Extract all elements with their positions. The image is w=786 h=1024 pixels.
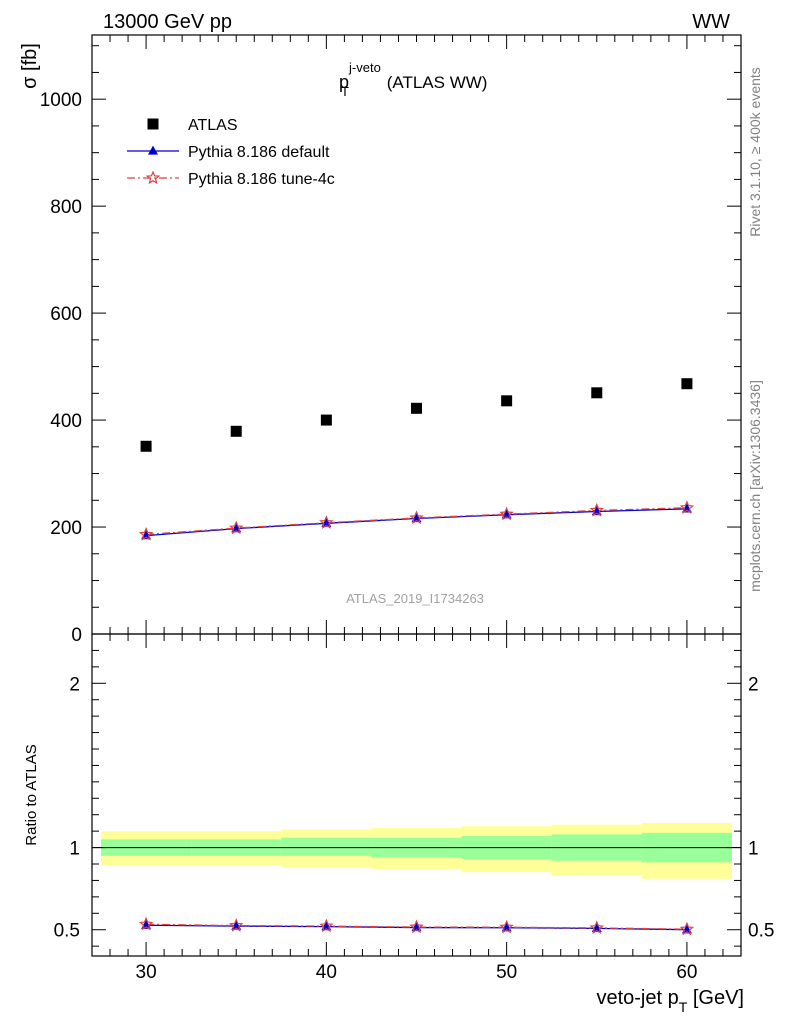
ratio-y-tick-label-right: 2: [748, 674, 759, 695]
x-tick-label: 60: [676, 962, 697, 983]
pythia-tune4c-point: [138, 526, 154, 541]
plot-title-rest: (ATLAS WW): [382, 73, 487, 92]
ratio-plot-frame: [91, 633, 742, 957]
atlas-data-point: [501, 395, 513, 407]
main-y-tick-label: 1000: [40, 90, 82, 111]
main-y-tick-label: 600: [50, 304, 82, 325]
main-y-tick-label: 800: [50, 197, 82, 218]
legend-entry-label: Pythia 8.186 default: [188, 144, 330, 161]
ratio-stat-band: [281, 837, 372, 856]
plot-title: pj-veto T (ATLAS WW): [339, 60, 487, 99]
ratio-y-tick-label-right: 0.5: [748, 921, 774, 942]
atlas-data-point: [681, 378, 693, 390]
atlas-data-point: [230, 425, 242, 437]
pythia-tune4c-point: [319, 515, 334, 529]
ratio-y-tick-label-left: 0.5: [54, 921, 80, 942]
ratio-pythia-tune4c-point: [679, 921, 695, 936]
plot-title-sup: j-veto: [348, 60, 381, 75]
ratio-y-axis-label: Ratio to ATLAS: [23, 744, 40, 845]
ratio-plot: 30 40 50 60 0.5 0.5 1 1 2 2: [54, 35, 774, 983]
pythia-tune4c-point: [229, 520, 244, 535]
main-y-tick-label: 400: [50, 411, 82, 432]
atlas-data-point: [591, 387, 603, 399]
legend-atlas-marker: [147, 118, 159, 130]
x-tick-label: 50: [496, 962, 517, 983]
legend: ATLAS Pythia 8.186 default Pythia 8.186 tu…: [127, 117, 335, 188]
x-axis-label: veto-jet pT [GeV]: [596, 987, 744, 1015]
energy-label: 13000 GeV pp: [103, 11, 232, 33]
ratio-pythia-tune4c-point: [138, 916, 154, 931]
x-axis-label-rest: [GeV]: [687, 987, 744, 1009]
ratio-y-tick-label-right: 1: [748, 839, 759, 860]
x-axis-label-main: veto-jet p: [596, 987, 678, 1009]
analysis-id-label: ATLAS_2019_I1734263: [346, 591, 484, 606]
mcplots-label: mcplots.cern.ch [arXiv:1306.3436]: [747, 380, 763, 592]
x-axis-label-sub: T: [679, 999, 688, 1015]
main-y-axis-label: σ [fb]: [19, 43, 41, 89]
legend-entry-label: ATLAS: [188, 117, 238, 134]
ratio-pythia-tune4c-point: [409, 919, 424, 934]
x-tick-label: 40: [316, 962, 337, 983]
ratio-pythia-tune4c-point: [229, 918, 244, 932]
plot-title-main: p: [339, 72, 349, 92]
atlas-data-point: [140, 440, 152, 452]
ratio-pythia-tune4c-point: [589, 920, 604, 935]
ratio-pythia-tune4c-point: [499, 919, 514, 934]
main-y-tick-label: 0: [71, 625, 82, 646]
atlas-data-point: [320, 414, 332, 426]
pythia-tune4c-point: [679, 500, 695, 514]
pythia-tune4c-point: [499, 506, 514, 521]
plot-title-sub: T: [341, 84, 349, 99]
legend-pythia-tune4c-marker: [145, 170, 161, 185]
legend-entry-label: Pythia 8.186 tune-4c: [188, 171, 335, 188]
pythia-tune4c-point: [409, 510, 424, 525]
main-plot: 0 200 400 600 800 1000: [40, 34, 742, 646]
atlas-data-point: [411, 402, 422, 414]
main-y-tick-label: 200: [50, 518, 82, 539]
process-label: WW: [692, 11, 730, 33]
rivet-version-label: Rivet 3.1.10, ≥ 400k events: [747, 67, 763, 237]
ratio-pythia-tune4c-point: [319, 918, 334, 933]
ratio-y-tick-label-left: 2: [69, 674, 80, 695]
ratio-y-tick-label-left: 1: [69, 839, 80, 860]
legend-pythia-default-marker: [148, 145, 158, 155]
pythia-tune4c-point: [589, 502, 604, 517]
x-tick-label: 30: [136, 962, 157, 983]
